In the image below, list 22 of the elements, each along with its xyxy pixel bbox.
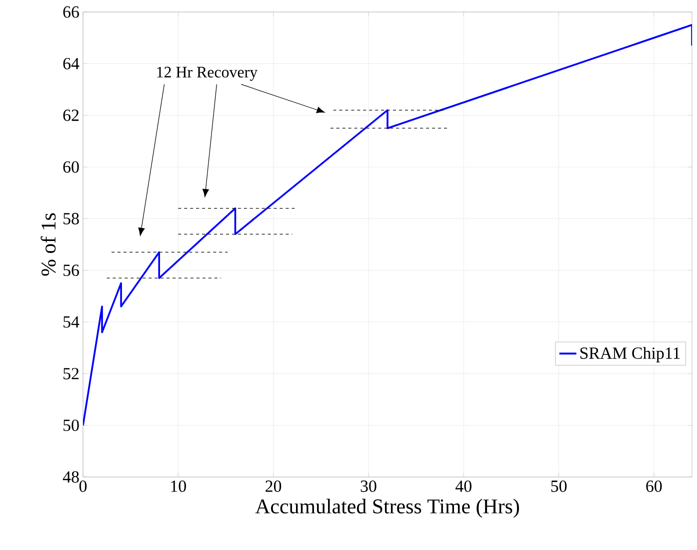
y-tick-label: 54 (64, 316, 80, 328)
y-tick-label: 56 (64, 264, 79, 276)
x-tick-label: 20 (266, 480, 282, 492)
y-tick-label: 48 (62, 471, 79, 483)
annotation: 12 Hr Recovery (157, 66, 258, 81)
x-tick-label: 50 (551, 480, 567, 492)
line-series (83, 24, 692, 426)
x-tick-label: 40 (455, 480, 472, 492)
y-tick-label: 52 (64, 368, 79, 380)
x-tick-label: 10 (171, 480, 186, 492)
y-tick-label: 62 (63, 110, 79, 122)
y-tick-label: 50 (64, 420, 79, 432)
y-tick-label: 58 (64, 212, 79, 224)
y-axis-title: % of 1s (40, 213, 56, 276)
legend-label: SRAM Chip11 (580, 346, 680, 362)
x-tick-label: 0 (79, 480, 87, 492)
y-tick-label: 64 (63, 58, 80, 70)
x-axis-title: Accumulated Stress Time (Hrs) (255, 498, 519, 518)
x-tick-label: 60 (646, 480, 662, 492)
x-tick-label: 30 (360, 480, 376, 492)
y-tick-label: 60 (63, 161, 79, 173)
y-tick-label: 66 (63, 6, 79, 18)
